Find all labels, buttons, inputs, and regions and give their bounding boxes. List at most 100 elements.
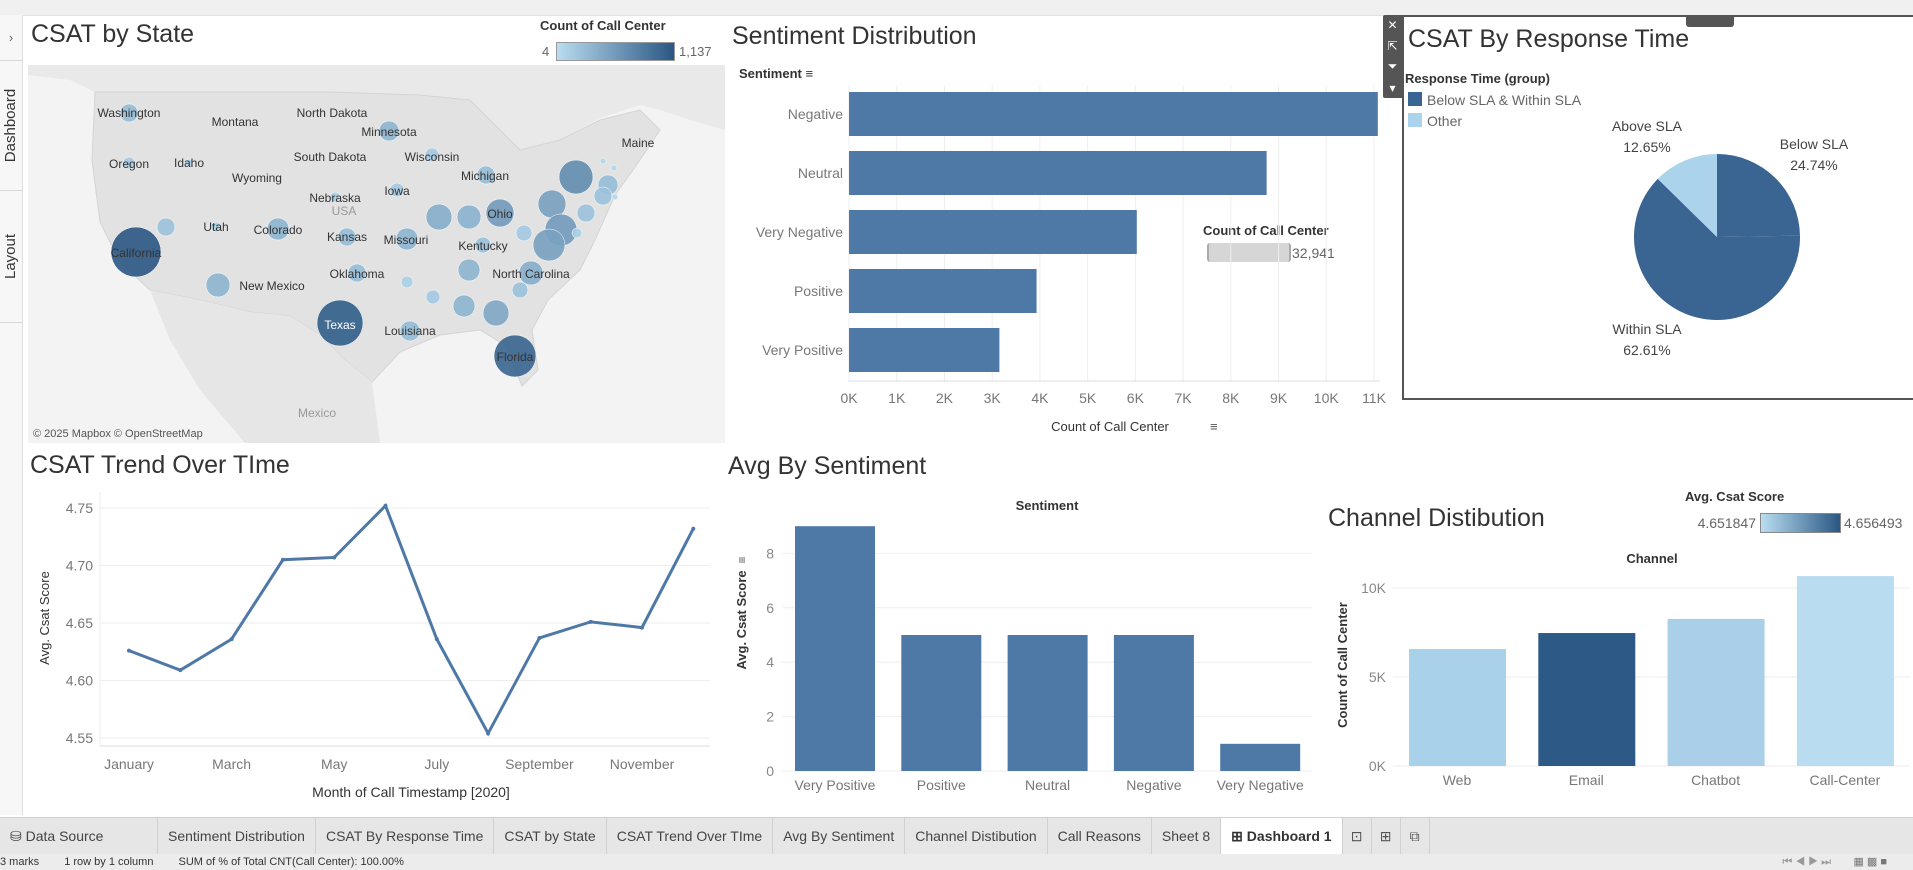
bar[interactable]: [849, 269, 1037, 313]
tab-avg-by-sentiment[interactable]: Avg By Sentiment: [773, 818, 906, 854]
drag-handle[interactable]: [1686, 15, 1734, 27]
state-mark[interactable]: [210, 221, 222, 233]
map-color-legend[interactable]: [556, 42, 675, 61]
state-mark[interactable]: [457, 258, 481, 282]
new-story-icon[interactable]: ⧉: [1401, 818, 1430, 854]
state-mark[interactable]: [389, 182, 405, 198]
bar[interactable]: [1667, 618, 1765, 766]
data-point[interactable]: [383, 503, 388, 508]
data-point[interactable]: [280, 557, 285, 562]
state-mark[interactable]: [452, 294, 476, 318]
state-mark[interactable]: [576, 203, 596, 223]
tab-call-reasons[interactable]: Call Reasons: [1048, 818, 1152, 854]
state-mark[interactable]: [482, 299, 510, 327]
state-mark[interactable]: [493, 334, 537, 378]
bar[interactable]: [1538, 633, 1636, 766]
tab-data-source[interactable]: ⛁ Data Source: [0, 818, 158, 854]
tab-dashboard-1[interactable]: ⊞ Dashboard 1: [1221, 818, 1343, 854]
bar[interactable]: [849, 92, 1378, 136]
bar[interactable]: [1113, 635, 1194, 771]
state-mark[interactable]: [610, 164, 618, 172]
data-point[interactable]: [332, 555, 337, 560]
state-mark[interactable]: [400, 275, 414, 289]
data-point[interactable]: [691, 526, 696, 531]
bar[interactable]: [1796, 576, 1894, 766]
data-point[interactable]: [640, 625, 644, 630]
state-mark[interactable]: [485, 198, 515, 228]
bar[interactable]: [1007, 635, 1088, 771]
popout-icon[interactable]: ⇱: [1387, 38, 1398, 53]
state-mark[interactable]: [378, 120, 400, 142]
bar[interactable]: [901, 635, 982, 771]
state-mark[interactable]: [205, 272, 231, 298]
data-point[interactable]: [486, 731, 491, 736]
pie-legend-item[interactable]: Below SLA & Within SLA: [1427, 92, 1582, 108]
state-mark[interactable]: [476, 165, 496, 185]
state-mark[interactable]: [156, 217, 176, 237]
tab-channel-distibution[interactable]: Channel Distibution: [905, 818, 1048, 854]
bar[interactable]: [1409, 649, 1506, 766]
trend-line[interactable]: [128, 502, 695, 737]
state-mark[interactable]: [515, 224, 533, 242]
state-mark[interactable]: [511, 281, 529, 299]
state-mark[interactable]: [337, 227, 357, 247]
state-mark[interactable]: [316, 299, 364, 347]
state-mark[interactable]: [395, 227, 419, 251]
bar[interactable]: [849, 328, 1000, 372]
bar[interactable]: [795, 526, 875, 771]
state-mark[interactable]: [456, 204, 482, 230]
state-mark[interactable]: [424, 147, 440, 163]
sort-icon[interactable]: ≡: [805, 66, 814, 81]
side-tab-dashboard[interactable]: Dashboard: [0, 60, 22, 191]
filter-icon[interactable]: ⏷: [1387, 59, 1398, 74]
state-mark[interactable]: [611, 193, 619, 201]
data-point[interactable]: [588, 619, 593, 624]
tab-csat-by-response-time[interactable]: CSAT By Response Time: [316, 818, 495, 854]
channel-color-legend[interactable]: [1760, 513, 1841, 533]
pie-slice[interactable]: [1634, 178, 1800, 321]
state-mark[interactable]: [347, 263, 367, 283]
pie-slice[interactable]: [1657, 154, 1717, 237]
state-mark[interactable]: [518, 260, 544, 286]
data-point[interactable]: [537, 635, 542, 640]
sort-icon[interactable]: ≡: [1210, 419, 1218, 434]
pie-slice[interactable]: [1717, 154, 1800, 237]
new-dashboard-icon[interactable]: ⊞: [1372, 818, 1401, 854]
tab-sentiment-distribution[interactable]: Sentiment Distribution: [158, 818, 316, 854]
dropdown-icon[interactable]: ▾: [1389, 80, 1396, 95]
state-mark[interactable]: [266, 217, 290, 241]
state-mark[interactable]: [599, 157, 607, 165]
data-point[interactable]: [229, 637, 234, 642]
expand-button[interactable]: ›: [0, 15, 22, 61]
bar[interactable]: [849, 151, 1267, 195]
state-mark[interactable]: [425, 289, 441, 305]
view-mode-icons[interactable]: ▦ ▩ ■: [1853, 856, 1887, 868]
side-tab-layout[interactable]: Layout: [0, 190, 22, 323]
data-point[interactable]: [127, 648, 131, 653]
state-mark[interactable]: [558, 159, 594, 195]
state-mark[interactable]: [119, 103, 139, 123]
pie-legend-item[interactable]: Other: [1427, 113, 1463, 129]
sentiment-header[interactable]: Sentiment ≡: [739, 66, 813, 81]
state-mark[interactable]: [122, 156, 136, 170]
new-worksheet-icon[interactable]: ⊡: [1343, 818, 1372, 854]
tab-csat-trend[interactable]: CSAT Trend Over TIme: [607, 818, 774, 854]
state-mark[interactable]: [110, 226, 162, 278]
data-point[interactable]: [178, 668, 183, 673]
bar[interactable]: [849, 210, 1137, 254]
state-mark[interactable]: [329, 191, 341, 203]
close-icon[interactable]: ✕: [1387, 18, 1398, 33]
state-mark[interactable]: [399, 320, 421, 342]
state-mark[interactable]: [571, 227, 583, 239]
tab-sheet-8[interactable]: Sheet 8: [1152, 818, 1222, 854]
state-mark[interactable]: [474, 236, 492, 254]
state-mark[interactable]: [532, 228, 566, 262]
tab-csat-by-state[interactable]: CSAT by State: [494, 818, 607, 854]
state-mark[interactable]: [184, 158, 194, 168]
page-nav-icon[interactable]: ⏮ ◀ ▶ ⏭: [1782, 856, 1831, 868]
sort-icon[interactable]: ≡: [735, 556, 749, 563]
state-mark[interactable]: [425, 203, 453, 231]
bar[interactable]: [1220, 743, 1301, 771]
data-point[interactable]: [434, 637, 439, 642]
